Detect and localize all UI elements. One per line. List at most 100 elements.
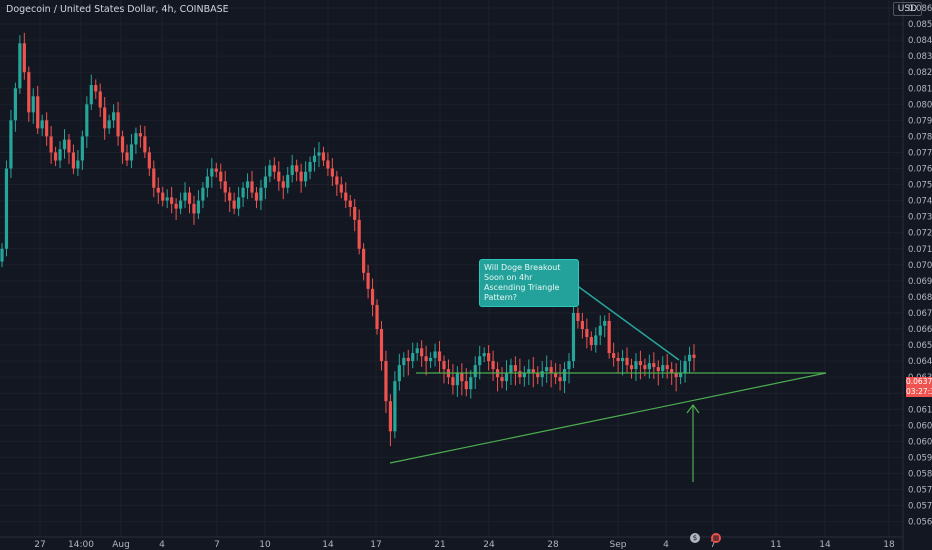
candle-body <box>9 120 13 169</box>
candle-body <box>67 139 71 153</box>
candle-body <box>312 155 317 163</box>
price-tick-label: 0.05930 <box>908 453 932 463</box>
candle-body <box>420 348 424 357</box>
candle-body <box>223 181 227 193</box>
candle-body <box>18 43 22 89</box>
price-tick-label: 0.08500 <box>908 20 932 30</box>
time-tick-label: 24 <box>483 540 495 550</box>
candle-body <box>138 133 142 137</box>
time-tick-label: 14:00 <box>68 540 94 550</box>
candle-body <box>339 184 343 193</box>
candle-body <box>161 192 165 201</box>
time-tick-label: 7 <box>214 540 220 550</box>
candle-body <box>259 187 263 201</box>
price-tick-label: 0.06900 <box>908 277 932 287</box>
candle-body <box>411 353 415 362</box>
candle-body <box>62 139 67 150</box>
candle-body <box>442 361 446 370</box>
candle-body <box>299 171 303 182</box>
price-tick-label: 0.06400 <box>908 357 932 367</box>
candle-body <box>487 353 491 362</box>
candle-body <box>504 373 509 382</box>
price-tick-label: 0.08300 <box>908 52 932 62</box>
candle-body <box>607 320 611 354</box>
candle-body <box>286 174 290 188</box>
candle-body <box>545 367 549 372</box>
price-axis: 0.08600 0.08500 0.08400 0.08300 0.08200 0.081… <box>908 4 932 528</box>
candle-body <box>379 329 384 362</box>
candle-body <box>518 371 522 378</box>
candle-body <box>612 353 616 358</box>
currency-button[interactable]: USD <box>892 2 922 16</box>
candle-body <box>616 357 620 362</box>
candle-body <box>433 351 437 358</box>
candle-body <box>165 197 169 201</box>
price-tick-label: 0.05790 <box>908 486 932 496</box>
candle-body <box>303 171 308 182</box>
price-tick-label: 0.07700 <box>908 148 932 158</box>
candle-body <box>388 401 393 432</box>
candle-body <box>107 120 111 129</box>
time-tick-label: 17 <box>370 540 381 550</box>
candle-body <box>656 367 660 372</box>
candle-body <box>527 369 531 374</box>
candle-body <box>94 85 98 92</box>
candle-body <box>603 320 607 326</box>
candle-body <box>27 72 31 113</box>
candle-body <box>290 165 294 175</box>
candle-body <box>509 365 513 374</box>
candle-body <box>531 369 535 374</box>
candle-body <box>120 136 125 153</box>
candle-body <box>205 176 209 188</box>
candle-body <box>424 356 428 362</box>
candle-body <box>116 112 120 137</box>
candle-body <box>174 203 178 209</box>
candle-body <box>366 272 370 289</box>
candle-body <box>71 152 76 169</box>
candle-body <box>4 168 9 249</box>
candle-body <box>45 120 49 137</box>
candle-body <box>49 136 53 153</box>
candle-body <box>638 361 643 366</box>
candle-body <box>665 365 669 370</box>
candle-body <box>353 207 357 220</box>
candle-body <box>643 365 647 370</box>
candle-body <box>464 381 468 390</box>
candle-body <box>147 152 151 169</box>
candle-body <box>134 133 138 145</box>
price-tick-label: 0.06600 <box>908 325 932 335</box>
candle-body <box>585 329 589 338</box>
candle-body <box>183 192 187 201</box>
time-tick-label: 21 <box>434 540 445 550</box>
candle-body <box>406 357 410 362</box>
price-tick-label: 0.05720 <box>908 502 932 512</box>
annotation-callout[interactable]: Will Doge Breakout Soon on 4hr Ascending… <box>479 259 579 307</box>
candle-body <box>241 187 245 198</box>
price-tick-label: 0.07800 <box>908 132 932 142</box>
candle-body <box>112 112 116 121</box>
candle-body <box>76 160 80 169</box>
candle-body <box>589 337 593 346</box>
candle-body <box>295 165 299 172</box>
candle-body <box>451 377 455 386</box>
price-tick-label: 0.07500 <box>908 181 932 191</box>
candle-body <box>652 363 656 368</box>
candle-body <box>0 248 4 262</box>
candle-body <box>536 373 540 378</box>
candle-body <box>647 363 651 370</box>
price-tick-label: 0.07900 <box>908 116 932 126</box>
trendlines <box>389 281 827 482</box>
dividend-icon[interactable]: $ <box>690 533 700 543</box>
candle-body <box>31 96 35 113</box>
candle-body <box>321 152 326 161</box>
candle-body <box>103 107 107 129</box>
breakout-arrow-head <box>686 404 700 414</box>
candle-body <box>625 357 629 366</box>
current-price-value: 0.06373 <box>906 377 932 386</box>
support-line[interactable] <box>389 372 827 464</box>
earnings-icon[interactable]: ▦ <box>711 533 722 543</box>
candle-body <box>263 176 268 188</box>
candle-body <box>375 304 379 329</box>
callout-pointer-line <box>571 281 680 361</box>
